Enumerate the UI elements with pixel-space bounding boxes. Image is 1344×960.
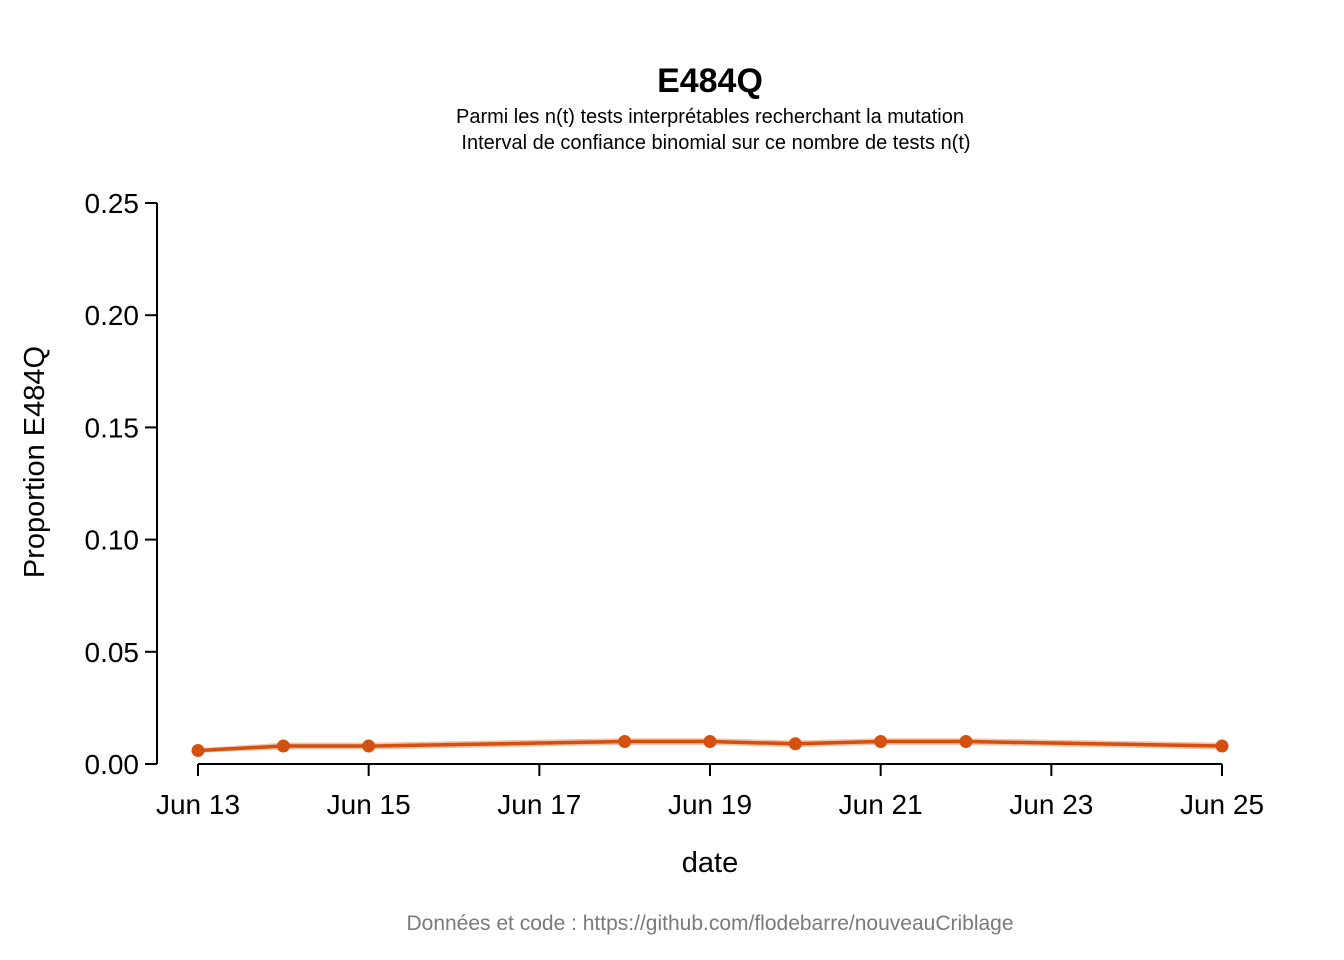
data-point	[703, 735, 717, 749]
x-tick-label: Jun 17	[497, 789, 581, 820]
chart-title: E484Q	[657, 62, 763, 100]
data-point	[959, 735, 973, 749]
data-point	[276, 739, 290, 753]
x-tick-label: Jun 21	[839, 789, 923, 820]
data-point	[618, 735, 632, 749]
y-axis-label: Proportion E484Q	[19, 346, 51, 578]
x-tick-label: Jun 23	[1009, 789, 1093, 820]
x-tick-label: Jun 13	[156, 789, 240, 820]
data-point	[362, 739, 376, 753]
data-point	[874, 735, 888, 749]
plot-series	[191, 735, 1229, 758]
y-tick-label: 0.10	[85, 525, 140, 556]
y-tick-label: 0.20	[85, 300, 140, 331]
y-axis: 0.00 0.05 0.10 0.15 0.20 0.25	[85, 188, 158, 780]
data-point	[191, 744, 205, 758]
data-point	[788, 737, 802, 751]
x-tick-label: Jun 19	[668, 789, 752, 820]
chart-subtitle-line2: Interval de confiance binomial sur ce no…	[461, 132, 970, 154]
x-axis-label: date	[682, 847, 738, 879]
data-source-caption: Données et code : https://github.com/flo…	[406, 912, 1013, 935]
data-point	[1215, 739, 1229, 753]
chart-subtitle-line1: Parmi les n(t) tests interprétables rech…	[456, 106, 964, 128]
x-axis: Jun 13 Jun 15 Jun 17 Jun 19 Jun 21 Jun 23 Jun …	[156, 763, 1264, 820]
x-tick-label: Jun 25	[1180, 789, 1264, 820]
y-tick-label: 0.05	[85, 637, 140, 668]
x-tick-label: Jun 15	[327, 789, 411, 820]
y-tick-label: 0.25	[85, 188, 140, 219]
y-tick-label: 0.15	[85, 412, 140, 443]
y-tick-label: 0.00	[85, 749, 140, 780]
